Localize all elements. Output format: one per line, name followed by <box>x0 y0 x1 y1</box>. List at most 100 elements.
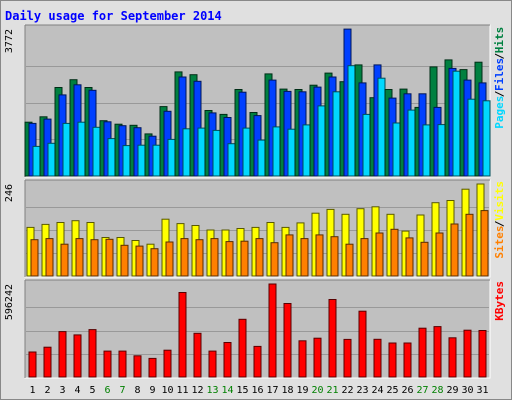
x-tick-label-day-31: 31 <box>476 385 488 396</box>
legend-separator: / <box>493 90 506 97</box>
bar-sites-day-8 <box>135 245 144 277</box>
bar-kbytes-day-8 <box>133 355 142 378</box>
bar-pages-day-19 <box>302 124 311 177</box>
bar-sites-day-10 <box>165 241 174 277</box>
bar-kbytes-day-28 <box>433 326 442 378</box>
bar-kbytes-day-9 <box>148 357 157 378</box>
bar-kbytes-day-23 <box>358 310 367 378</box>
bar-sites-day-30 <box>465 213 474 277</box>
bar-pages-day-27 <box>422 124 431 177</box>
bar-kbytes-day-27 <box>418 327 427 378</box>
bar-kbytes-day-31 <box>478 330 487 378</box>
x-tick-label-day-23: 23 <box>356 385 368 396</box>
legend-label-pages: Pages <box>493 96 506 129</box>
bar-sites-day-21 <box>330 236 339 277</box>
x-tick-label-day-2: 2 <box>44 385 50 396</box>
bar-sites-day-22 <box>345 243 354 277</box>
bar-sites-day-14 <box>225 241 234 277</box>
bar-pages-day-3 <box>62 122 71 177</box>
bar-pages-day-23 <box>362 113 371 177</box>
bar-kbytes-day-7 <box>118 350 127 378</box>
bar-kbytes-day-18 <box>283 303 292 378</box>
bar-pages-day-5 <box>92 126 101 177</box>
bar-pages-day-13 <box>212 129 221 177</box>
bar-pages-day-9 <box>152 144 161 177</box>
bar-kbytes-day-14 <box>223 342 232 378</box>
x-tick-label-day-25: 25 <box>386 385 398 396</box>
bar-kbytes-day-11 <box>178 292 187 378</box>
bar-pages-day-20 <box>317 105 326 177</box>
bar-sites-day-9 <box>150 248 159 277</box>
panel-visits-sites: 246 Sites/Visits <box>4 179 506 278</box>
x-tick-label-day-14: 14 <box>221 385 233 396</box>
bar-pages-day-30 <box>467 98 476 177</box>
bar-sites-day-28 <box>435 232 444 277</box>
x-tick-label-day-13: 13 <box>206 385 218 396</box>
bar-pages-day-2 <box>47 142 56 177</box>
panels-layer: 3772Pages/Files/Hits246Sites/Visits59624… <box>4 24 506 379</box>
bar-kbytes-day-13 <box>208 350 217 378</box>
bar-pages-day-16 <box>257 139 266 177</box>
bar-sites-day-17 <box>270 242 279 277</box>
bar-pages-day-17 <box>272 126 281 177</box>
bar-pages-day-4 <box>77 121 86 177</box>
bar-sites-day-1 <box>30 239 39 277</box>
x-tick-label-day-15: 15 <box>236 385 248 396</box>
bar-kbytes-day-26 <box>403 342 412 378</box>
legend-label-hits: Hits <box>493 27 506 54</box>
bar-sites-day-2 <box>45 238 54 277</box>
panel-max-label: 246 <box>4 184 15 202</box>
bar-pages-day-22 <box>347 65 356 177</box>
bar-kbytes-day-6 <box>103 350 112 378</box>
bar-sites-day-15 <box>240 240 249 277</box>
panel-max-label: 596242 <box>4 284 15 320</box>
bar-sites-day-19 <box>300 238 309 277</box>
bar-sites-day-25 <box>390 228 399 277</box>
bar-kbytes-day-15 <box>238 318 247 378</box>
bar-kbytes-day-5 <box>88 329 97 378</box>
bar-sites-day-29 <box>450 223 459 277</box>
bar-kbytes-day-3 <box>58 331 67 378</box>
bar-kbytes-day-29 <box>448 337 457 378</box>
x-tick-label-day-9: 9 <box>149 385 155 396</box>
bar-pages-day-8 <box>137 144 146 177</box>
bar-kbytes-day-1 <box>28 351 37 378</box>
bar-kbytes-day-20 <box>313 337 322 378</box>
bar-pages-day-28 <box>437 124 446 177</box>
x-tick-label-day-8: 8 <box>134 385 140 396</box>
x-tick-label-day-28: 28 <box>431 385 443 396</box>
bar-sites-day-24 <box>375 232 384 277</box>
bar-sites-day-23 <box>360 238 369 277</box>
legend-separator: / <box>493 220 506 227</box>
bar-sites-day-4 <box>75 238 84 277</box>
bar-sites-day-3 <box>60 243 69 277</box>
x-tick-label-day-5: 5 <box>89 385 95 396</box>
panel-max-label: 3772 <box>4 29 15 53</box>
x-tick-label-day-6: 6 <box>104 385 110 396</box>
bar-kbytes-day-30 <box>463 329 472 378</box>
bar-pages-day-18 <box>287 128 296 177</box>
bar-pages-day-21 <box>332 91 341 177</box>
bar-kbytes-day-24 <box>373 338 382 378</box>
bar-sites-day-11 <box>180 238 189 277</box>
bar-pages-day-10 <box>167 138 176 177</box>
bar-sites-day-20 <box>315 234 324 277</box>
bar-sites-day-12 <box>195 239 204 277</box>
x-tick-label-day-16: 16 <box>251 385 263 396</box>
x-tick-label-day-24: 24 <box>371 385 383 396</box>
bar-kbytes-day-17 <box>268 283 277 378</box>
bar-kbytes-day-2 <box>43 346 52 378</box>
bar-pages-day-25 <box>392 122 401 177</box>
x-tick-label-day-19: 19 <box>296 385 308 396</box>
x-tick-label-day-17: 17 <box>266 385 278 396</box>
bar-kbytes-day-19 <box>298 340 307 378</box>
legend-label-kbytes: KBytes <box>493 281 506 321</box>
legend-separator: / <box>493 53 506 60</box>
bar-sites-day-6 <box>105 238 114 277</box>
bar-kbytes-day-25 <box>388 342 397 378</box>
x-tick-label-day-26: 26 <box>401 385 413 396</box>
legend-label-sites: Sites <box>493 225 506 258</box>
